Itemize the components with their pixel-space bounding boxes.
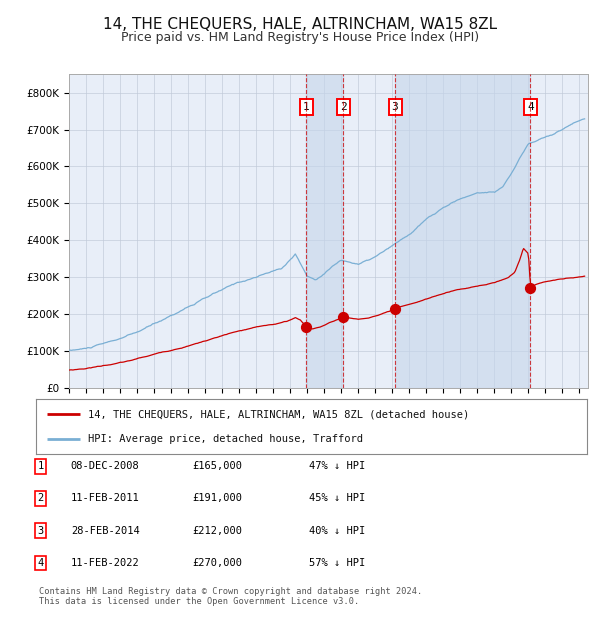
Text: 14, THE CHEQUERS, HALE, ALTRINCHAM, WA15 8ZL (detached house): 14, THE CHEQUERS, HALE, ALTRINCHAM, WA15… [88,409,470,419]
Text: 1: 1 [302,102,310,112]
Text: 2: 2 [340,102,347,112]
Point [390,304,400,314]
Text: 11-FEB-2011: 11-FEB-2011 [71,494,140,503]
Text: £191,000: £191,000 [192,494,242,503]
Text: Price paid vs. HM Land Registry's House Price Index (HPI): Price paid vs. HM Land Registry's House … [121,31,479,44]
Text: 45% ↓ HPI: 45% ↓ HPI [309,494,365,503]
Text: £165,000: £165,000 [192,461,242,471]
Text: 28-FEB-2014: 28-FEB-2014 [71,526,140,536]
Text: 14, THE CHEQUERS, HALE, ALTRINCHAM, WA15 8ZL: 14, THE CHEQUERS, HALE, ALTRINCHAM, WA15… [103,17,497,32]
Text: 3: 3 [38,526,44,536]
Text: Contains HM Land Registry data © Crown copyright and database right 2024.
This d: Contains HM Land Registry data © Crown c… [39,587,422,606]
Text: £212,000: £212,000 [192,526,242,536]
Text: 11-FEB-2022: 11-FEB-2022 [71,558,140,568]
Point [301,322,311,332]
Text: 4: 4 [527,102,534,112]
Text: 40% ↓ HPI: 40% ↓ HPI [309,526,365,536]
Text: 47% ↓ HPI: 47% ↓ HPI [309,461,365,471]
Text: 57% ↓ HPI: 57% ↓ HPI [309,558,365,568]
Bar [306,74,343,388]
Point [338,312,348,322]
Text: 1: 1 [38,461,44,471]
Point [526,283,535,293]
Text: 3: 3 [392,102,398,112]
Bar [395,74,530,388]
Text: HPI: Average price, detached house, Trafford: HPI: Average price, detached house, Traf… [88,434,364,444]
Text: £270,000: £270,000 [192,558,242,568]
Text: 2: 2 [38,494,44,503]
Text: 08-DEC-2008: 08-DEC-2008 [71,461,140,471]
Text: 4: 4 [38,558,44,568]
